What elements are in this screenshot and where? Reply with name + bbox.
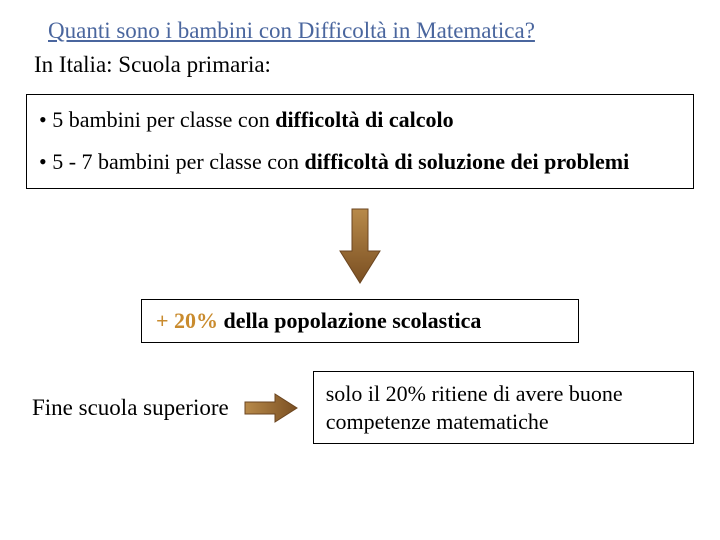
- bullet-2-text: • 5 - 7 bambini per classe con: [39, 149, 305, 174]
- bullet-1-bold: difficoltà di calcolo: [275, 107, 453, 132]
- bullet-2-bold: difficoltà di soluzione dei problemi: [305, 149, 630, 174]
- arrow-down-wrap: [0, 207, 720, 285]
- bullet-1-text: • 5 bambini per classe con: [39, 107, 275, 132]
- fine-label: Fine scuola superiore: [32, 395, 229, 421]
- subtitle: In Italia: Scuola primaria:: [0, 52, 720, 88]
- arrow-down-icon: [336, 207, 384, 285]
- arrow-right-icon: [243, 392, 299, 424]
- competence-box: solo il 20% ritiene di avere buone compe…: [313, 371, 694, 444]
- population-rest: della popolazione scolastica: [218, 308, 481, 333]
- bullet-1: • 5 bambini per classe con difficoltà di…: [39, 105, 681, 135]
- bullet-2: • 5 - 7 bambini per classe con difficolt…: [39, 147, 681, 177]
- population-highlight: + 20%: [156, 308, 218, 333]
- population-box: + 20% della popolazione scolastica: [141, 299, 579, 343]
- stats-box: • 5 bambini per classe con difficoltà di…: [26, 94, 694, 189]
- bottom-row: Fine scuola superiore solo il 20% ritien…: [32, 371, 694, 444]
- page-title: Quanti sono i bambini con Difficoltà in …: [0, 0, 720, 52]
